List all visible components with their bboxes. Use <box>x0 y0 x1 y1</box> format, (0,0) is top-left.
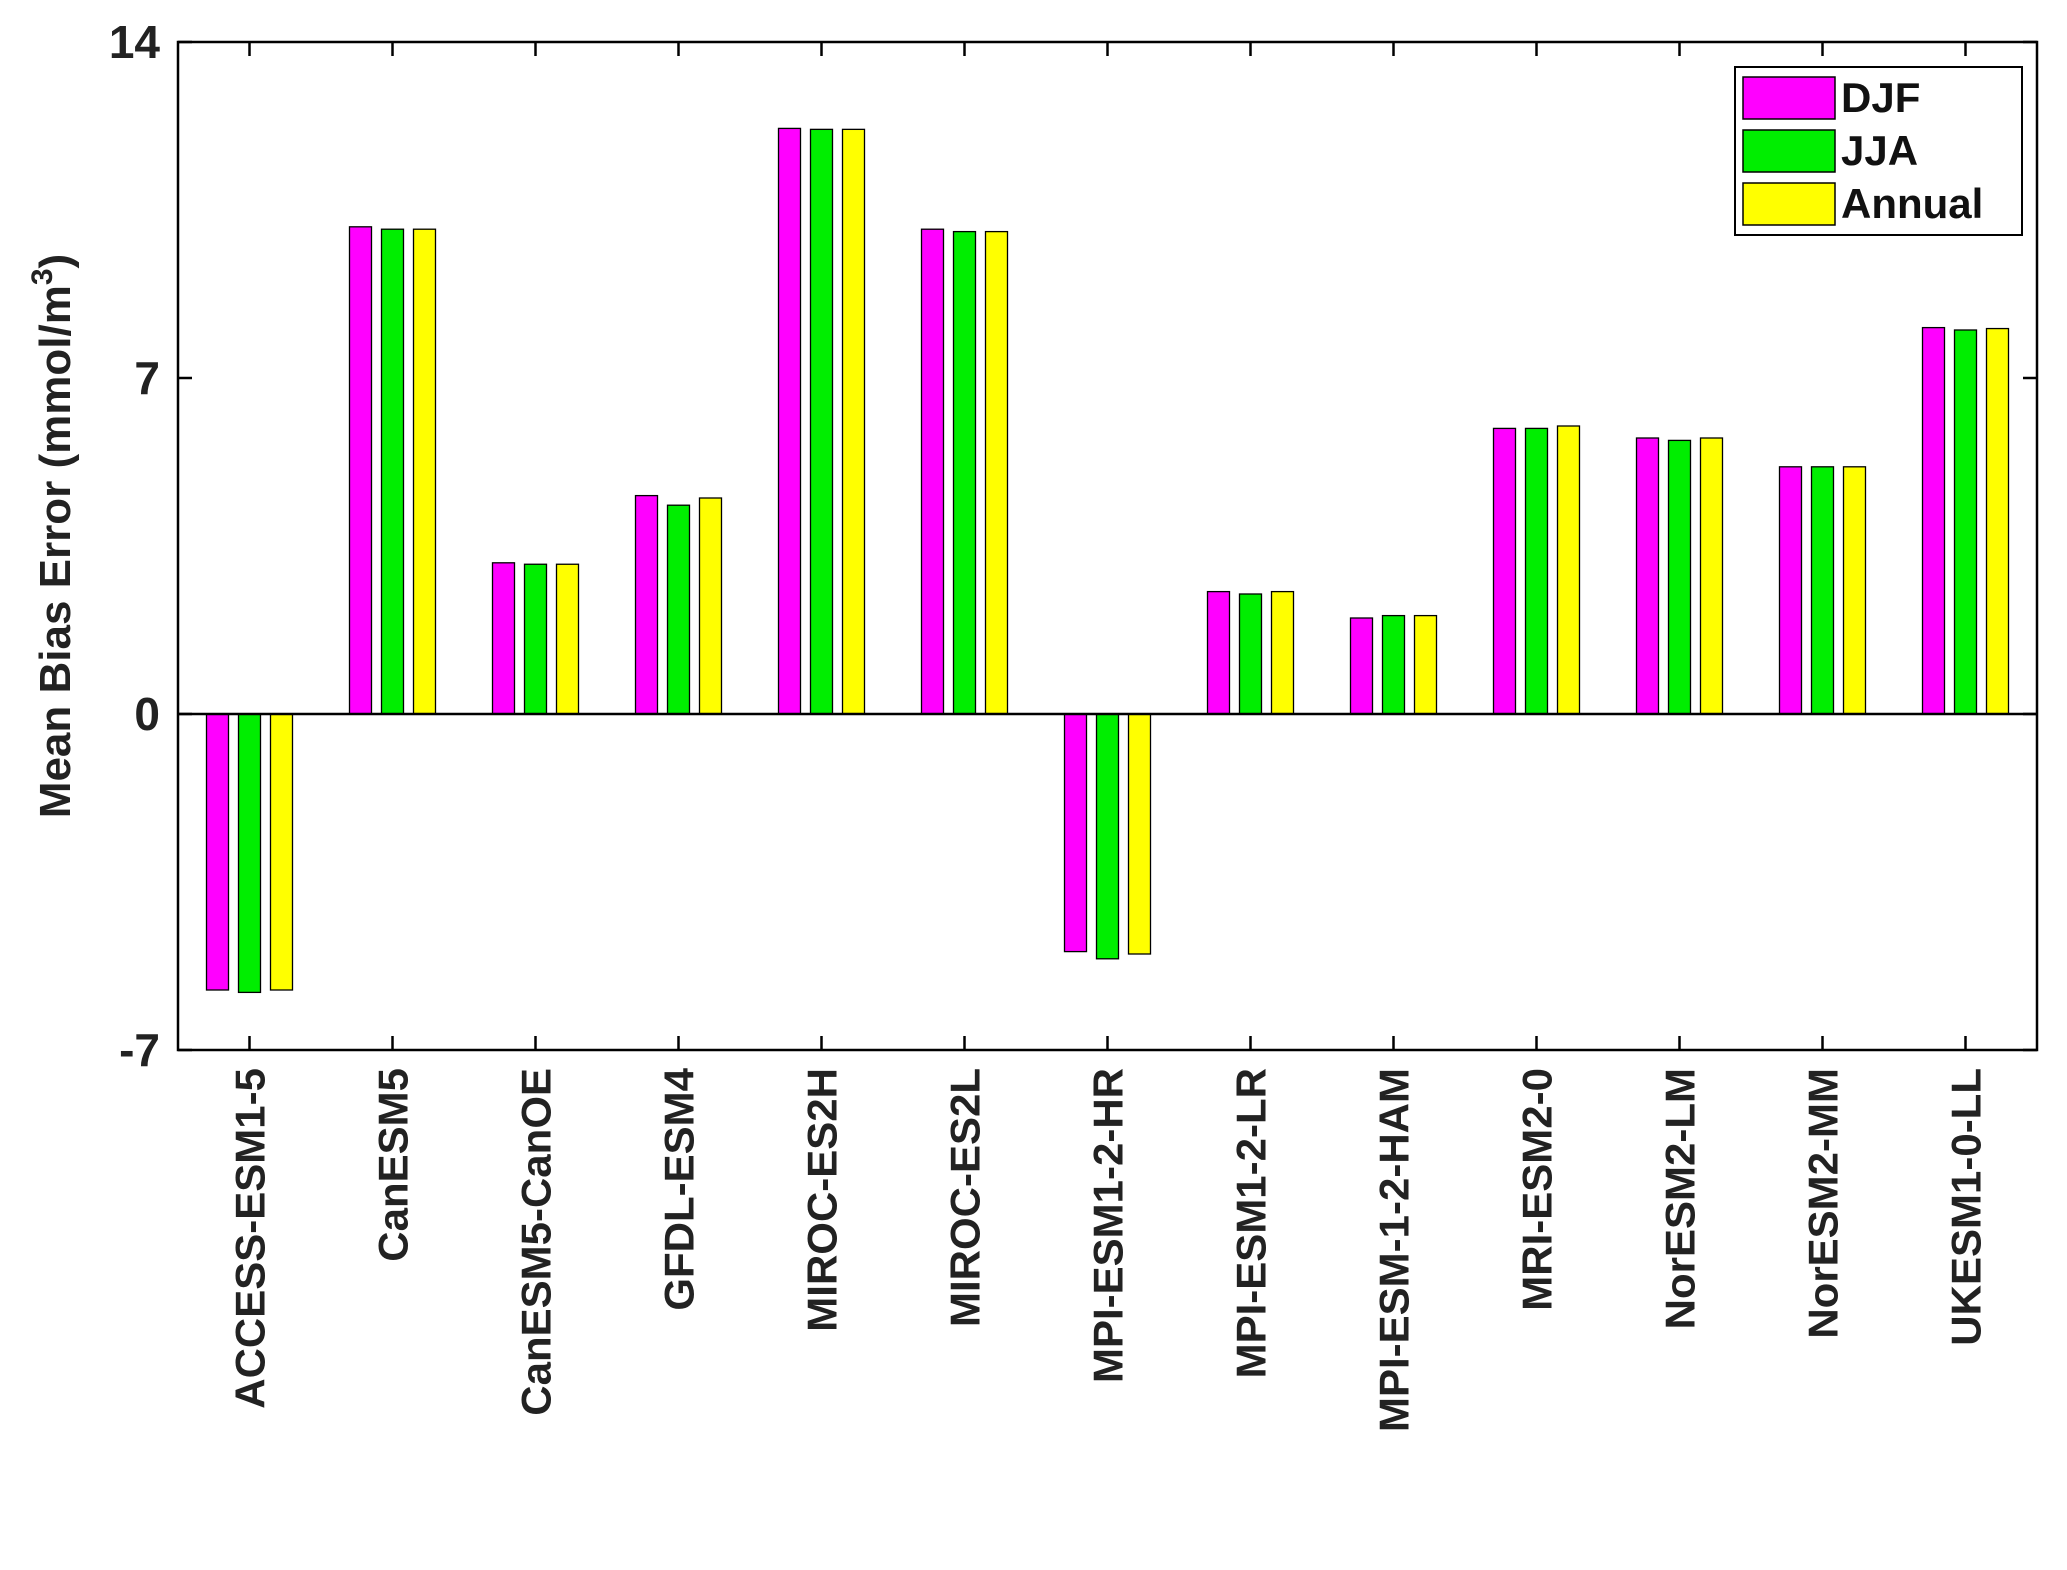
legend: DJF JJA Annual <box>1734 66 2023 236</box>
bar-jja-10 <box>1667 439 1692 715</box>
bar-djf-11 <box>1778 466 1803 715</box>
x-ticks: ACCESS-ESM1-5 CanESM5 CanESM5-CanOE GFDL-ES… <box>227 42 1990 1432</box>
bar-jja-5 <box>952 230 977 715</box>
bar-annual-8 <box>1413 614 1438 715</box>
y-tick-label: 14 <box>109 16 161 68</box>
x-tick-label: MPI-ESM1-2-LR <box>1228 1068 1275 1378</box>
y-axis-label-main: Mean Bias Error (mmol/m <box>31 285 80 818</box>
x-tick-label: UKESM1-0-LL <box>1943 1068 1990 1346</box>
legend-swatch-annual <box>1742 182 1836 226</box>
bar-djf-1 <box>348 226 373 715</box>
bar-djf-10 <box>1635 437 1660 715</box>
bar-djf-6 <box>1063 713 1088 953</box>
bar-annual-0 <box>269 713 294 991</box>
bar-jja-11 <box>1810 466 1835 715</box>
bar-djf-12 <box>1921 326 1946 715</box>
bar-annual-7 <box>1270 590 1295 715</box>
y-tick-label: 7 <box>134 352 160 404</box>
y-axis-label-superscript: 3 <box>26 268 59 285</box>
legend-label-annual: Annual <box>1841 180 1983 227</box>
bar-djf-9 <box>1492 427 1517 715</box>
legend-swatch-jja <box>1742 129 1836 173</box>
x-tick-label: MIROC-ES2L <box>942 1068 989 1327</box>
bar-jja-8 <box>1381 614 1406 715</box>
bar-jja-1 <box>380 228 405 715</box>
bar-annual-5 <box>984 230 1009 715</box>
bar-jja-0 <box>237 713 262 994</box>
bar-annual-3 <box>698 497 723 715</box>
bar-annual-2 <box>555 563 580 715</box>
bar-annual-6 <box>1127 713 1152 955</box>
bar-annual-11 <box>1842 466 1867 715</box>
x-tick-label: MIROC-ES2H <box>799 1068 846 1332</box>
bar-djf-2 <box>491 562 516 715</box>
bar-jja-12 <box>1953 329 1978 715</box>
x-tick-label: ACCESS-ESM1-5 <box>227 1068 274 1409</box>
x-tick-label: CanESM5-CanOE <box>513 1068 560 1416</box>
bar-djf-8 <box>1349 617 1374 715</box>
x-tick-label: MPI-ESM1-2-HR <box>1085 1068 1132 1383</box>
legend-swatch-djf <box>1742 76 1836 120</box>
y-axis-label: Mean Bias Error (mmol/m3) <box>26 254 80 818</box>
bar-jja-3 <box>666 504 691 715</box>
x-tick-label: NorESM2-LM <box>1657 1068 1704 1329</box>
bar-jja-9 <box>1524 427 1549 715</box>
x-tick-label: GFDL-ESM4 <box>656 1067 703 1310</box>
y-axis-label-close: ) <box>31 254 80 269</box>
bar-djf-0 <box>205 713 230 991</box>
y-tick-label: 0 <box>134 688 160 740</box>
bar-jja-7 <box>1238 593 1263 715</box>
x-tick-label: MPI-ESM-1-2-HAM <box>1371 1068 1418 1432</box>
bar-djf-7 <box>1206 590 1231 715</box>
bar-jja-4 <box>809 128 834 715</box>
legend-label-jja: JJA <box>1841 127 1918 174</box>
bar-jja-6 <box>1095 713 1120 960</box>
x-tick-label: CanESM5 <box>370 1068 417 1262</box>
bar-annual-4 <box>841 128 866 715</box>
bar-jja-2 <box>523 563 548 715</box>
bar-annual-12 <box>1985 327 2010 715</box>
bar-annual-1 <box>412 228 437 715</box>
x-tick-label: NorESM2-MM <box>1800 1068 1847 1339</box>
bar-djf-4 <box>777 127 802 715</box>
bars <box>205 127 2010 994</box>
y-tick-label: -7 <box>119 1024 160 1076</box>
y-ticks: 14 7 0 -7 <box>109 16 2037 1076</box>
x-tick-label: MRI-ESM2-0 <box>1514 1068 1561 1311</box>
bar-annual-10 <box>1699 437 1724 715</box>
legend-label-djf: DJF <box>1841 74 1920 121</box>
bar-annual-9 <box>1556 425 1581 715</box>
bar-djf-3 <box>634 494 659 715</box>
bar-djf-5 <box>920 228 945 715</box>
